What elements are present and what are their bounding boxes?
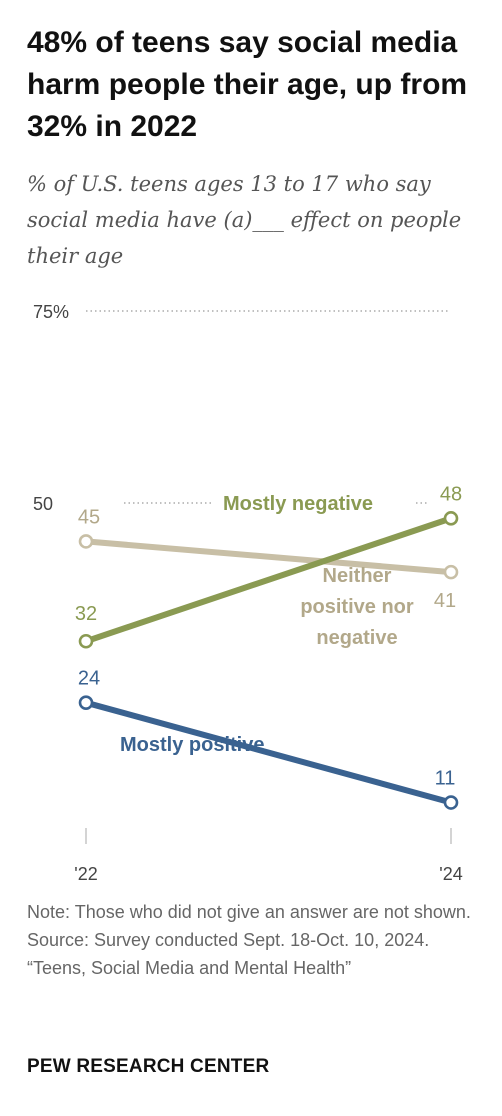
footer-source: Source: Survey conducted Sept. 18-Oct. 1… xyxy=(27,930,430,950)
data-label-mostly-negative-24: 48 xyxy=(440,483,462,505)
series-label-mostly-negative: Mostly negative xyxy=(223,493,373,515)
data-label-mostly-positive-24: 11 xyxy=(435,768,456,790)
data-point-neither-positive-nor-negative-24 xyxy=(443,564,459,580)
data-point-mostly-positive-24 xyxy=(443,795,459,810)
series-line-neither-positive-nor-negative xyxy=(83,538,454,576)
data-point-mostly-negative-22 xyxy=(78,633,94,649)
pew-logo: PEW RESEARCH CENTER xyxy=(27,1056,270,1077)
data-label-mostly-positive-22: 24 xyxy=(78,668,100,690)
x-tick-label-22: '22 xyxy=(74,864,97,884)
chart-footer: Note: Those who did not give an answer a… xyxy=(27,898,487,982)
data-label-neither-24: 41 xyxy=(434,590,456,612)
series-label-neither-positive-nor-negative: Neither positive nor negative xyxy=(300,565,414,649)
data-point-mostly-negative-24 xyxy=(443,511,459,526)
line-chart: 75% 50 '22 '24 32 48 45 41 24 11 Mostly negative Ne… xyxy=(33,302,463,884)
chart-subtitle: % of U.S. teens ages 13 to 17 who say so… xyxy=(27,172,462,268)
y-tick-label-50: 50 xyxy=(33,494,53,514)
series-line-mostly-positive xyxy=(83,699,454,806)
series-line-mostly-negative xyxy=(83,515,454,645)
data-point-neither-positive-nor-negative-22 xyxy=(78,534,94,549)
data-point-mostly-positive-22 xyxy=(78,695,94,710)
data-label-mostly-negative-22: 32 xyxy=(75,603,97,625)
x-tick-label-24: '24 xyxy=(439,864,462,884)
y-tick-label-75: 75% xyxy=(33,302,69,322)
footer-note: Note: Those who did not give an answer a… xyxy=(27,902,471,922)
series-label-mostly-positive: Mostly positive xyxy=(120,734,264,756)
data-label-neither-22: 45 xyxy=(78,506,100,528)
footer-report: “Teens, Social Media and Mental Health” xyxy=(27,958,352,978)
chart-title: 48% of teens say social media harm peopl… xyxy=(27,26,468,143)
